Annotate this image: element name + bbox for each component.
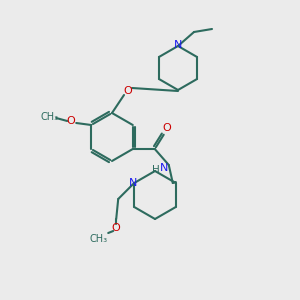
Text: N: N [174, 40, 182, 50]
Text: O: O [162, 123, 171, 133]
Text: CH₃: CH₃ [89, 234, 107, 244]
Text: O: O [67, 116, 76, 126]
Text: N: N [160, 163, 168, 173]
Text: O: O [112, 223, 121, 233]
Text: H: H [152, 165, 160, 175]
Text: CH₃: CH₃ [40, 112, 58, 122]
Text: O: O [124, 86, 132, 96]
Text: N: N [129, 178, 137, 188]
